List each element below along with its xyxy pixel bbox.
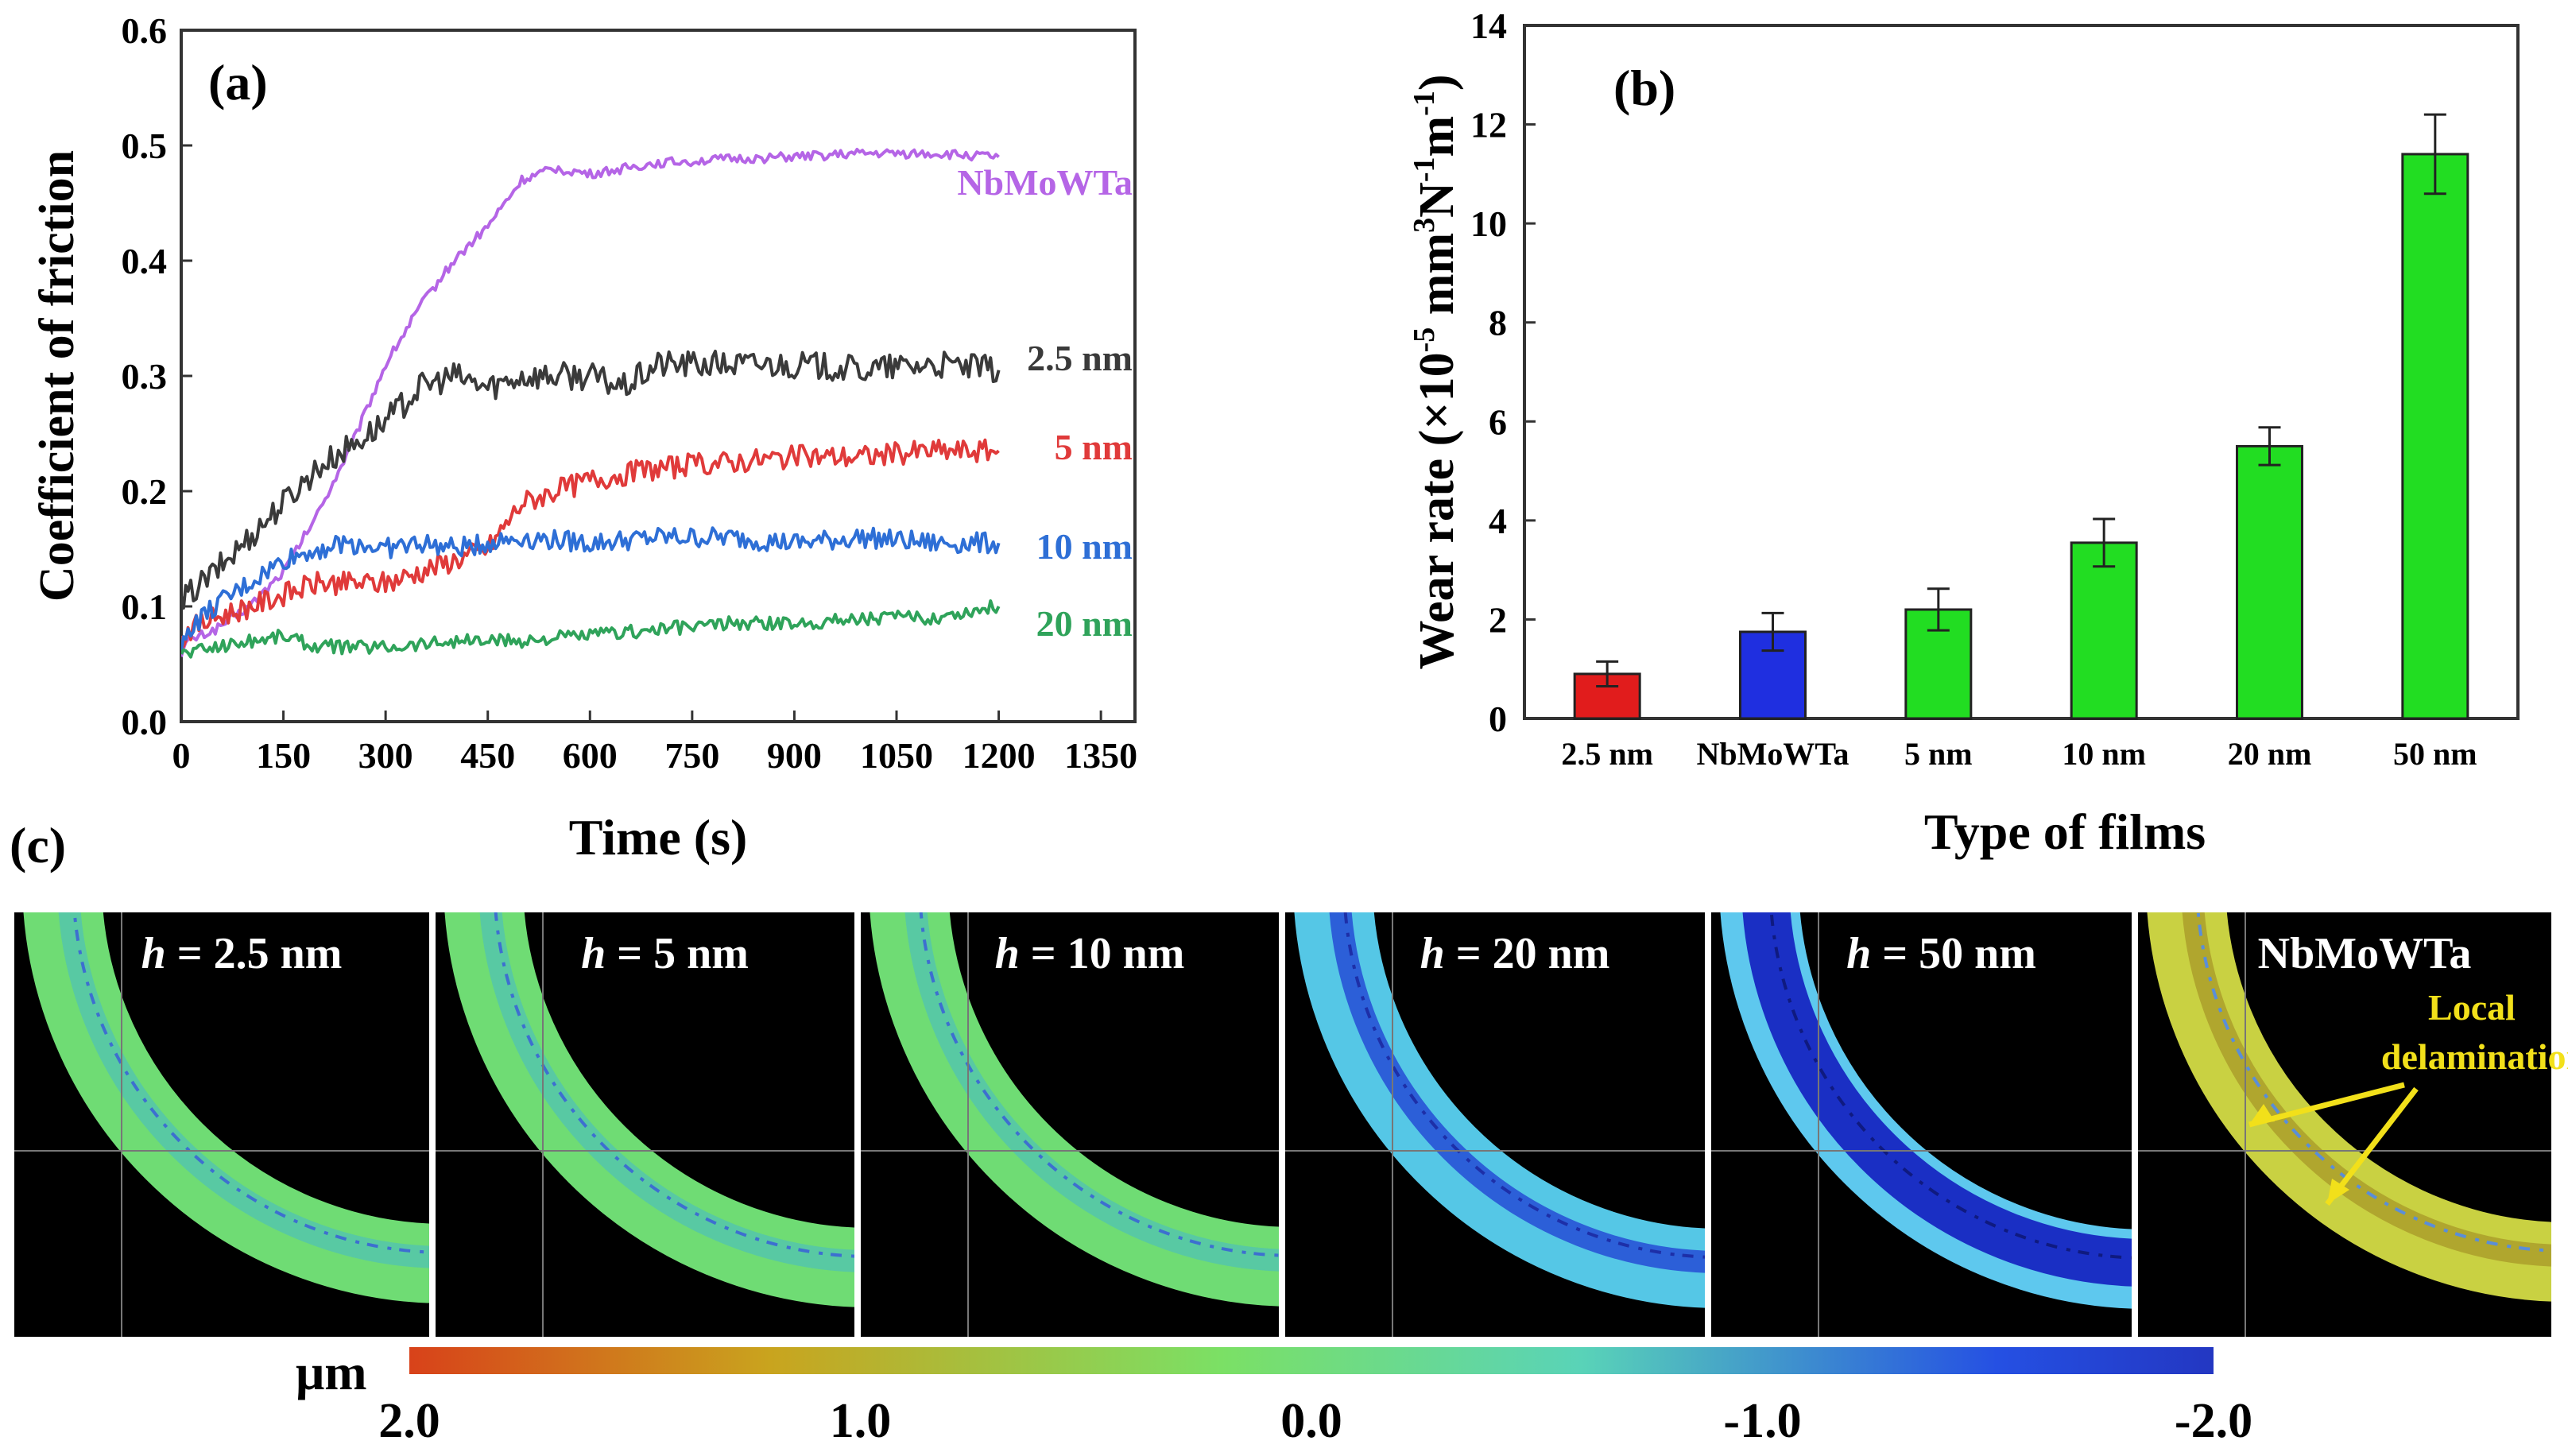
profile-tile-2: h = 5 nm [436, 912, 854, 1337]
panel-b-y-tick-label: 6 [1489, 401, 1507, 442]
annotation-line-1: Local [2428, 987, 2516, 1028]
panel-a-x-tick-label: 0 [172, 735, 191, 776]
panel-a-y-tick-label: 0.3 [122, 356, 168, 397]
panel-c-profile-maps: (c) h = 2.5 nm h = 5 nm h = 10 nm h = 20 nm… [10, 817, 2568, 1448]
profile-tile-1: h = 2.5 nm [14, 912, 429, 1337]
series-label-20-nm: 20 nm [1036, 603, 1133, 644]
colorbar-tick-label: 2.0 [378, 1394, 440, 1448]
tile-label: h = 2.5 nm [141, 929, 343, 978]
bar-50-nm [2401, 153, 2469, 720]
panel-a-x-axis-label: Time (s) [569, 809, 748, 865]
profile-tile-5: h = 50 nm [1711, 912, 2132, 1337]
panel-a-x-tick-label: 1050 [860, 735, 933, 776]
panel-b-x-tick-label: 5 nm [1904, 736, 1973, 772]
panel-b-y-tick-label: 10 [1470, 203, 1507, 244]
series-line-10-nm [181, 526, 1001, 652]
series-label-2-5-nm: 2.5 nm [1027, 338, 1133, 378]
tile-label: h = 10 nm [995, 929, 1185, 978]
panel-a-x-tick-label: 750 [664, 735, 719, 776]
arrow-2-head [2327, 1179, 2349, 1204]
series-line-nbmowta [181, 148, 1000, 657]
panel-b-y-tick-label: 0 [1489, 699, 1507, 739]
colorbar-gradient [409, 1347, 2214, 1374]
panel-b-x-tick-label: 2.5 nm [1561, 736, 1653, 772]
panel-a-x-tick-label: 450 [460, 735, 515, 776]
panel-b-x-tick-label: 10 nm [2062, 736, 2146, 772]
panel-b-y-tick-label: 4 [1489, 501, 1507, 541]
colorbar: μm 2.0 1.0 0.0 -1.0 -2.0 [296, 1344, 2252, 1448]
panel-b-y-tick-label: 8 [1489, 303, 1507, 343]
bar-20-nm [2236, 444, 2303, 720]
panel-a-y-axis-label: Coefficient of friction [30, 150, 84, 602]
colorbar-tick-label: 0.0 [1280, 1394, 1342, 1448]
panel-a-x-tick-label: 1200 [963, 735, 1036, 776]
series-line-5-nm [181, 438, 1000, 649]
series-line-20-nm [181, 599, 1001, 659]
panel-a-y-tick-label: 0.2 [122, 471, 168, 512]
panel-b-x-tick-label: 20 nm [2228, 736, 2312, 772]
colorbar-tick-label: -1.0 [1723, 1394, 1801, 1448]
bar-10-nm [2070, 541, 2138, 720]
arrow-2 [2325, 1086, 2419, 1206]
panel-a-y-tick-label: 0.6 [122, 10, 168, 51]
tile-label: h = 5 nm [581, 929, 749, 978]
panel-b-x-tick-label: NbMoWTa [1697, 736, 1850, 772]
colorbar-unit: μm [296, 1344, 367, 1400]
colorbar-tick-label: 1.0 [830, 1394, 892, 1448]
panel-a-label: (a) [208, 54, 268, 110]
profile-tile-6: NbMoWTa [2138, 912, 2551, 1337]
panel-b-x-axis-label: Type of films [1924, 804, 2206, 860]
arrow-1 [2248, 1082, 2405, 1128]
tile-label: NbMoWTa [2258, 929, 2472, 978]
panel-b-y-tick-label: 14 [1470, 6, 1507, 46]
panel-a-y-tick-label: 0.5 [122, 126, 168, 166]
panel-c-label: (c) [10, 817, 66, 873]
panel-a-y-tick-label: 0.1 [122, 587, 168, 627]
panel-b-y-tick-label: 12 [1470, 105, 1507, 145]
panel-a-x-tick-label: 150 [256, 735, 311, 776]
panel-a-x-tick-label: 600 [563, 735, 618, 776]
tile-label: h = 20 nm [1420, 929, 1610, 978]
tile-label: h = 50 nm [1846, 929, 2036, 978]
series-line-2-5-nm [181, 350, 1001, 610]
panel-b-plot-frame [1523, 24, 2520, 720]
profile-tile-3: h = 10 nm [861, 912, 1279, 1337]
panel-a-line-chart: (a) Time (s) Coefficient of friction 0 15… [30, 10, 1137, 865]
annotation-line-2: delamination [2381, 1036, 2568, 1077]
panel-a-x-tick-label: 300 [358, 735, 413, 776]
panel-a-x-tick-label: 900 [767, 735, 822, 776]
series-label-nbmowta: NbMoWTa [957, 162, 1133, 203]
panel-b-label: (b) [1613, 60, 1675, 116]
colorbar-tick-label: -2.0 [2175, 1394, 2252, 1448]
panel-a-y-tick-label: 0.0 [122, 702, 168, 742]
profile-tile-4: h = 20 nm [1285, 912, 1705, 1337]
panel-b-y-tick-label: 2 [1489, 599, 1507, 640]
series-label-5-nm: 5 nm [1055, 427, 1133, 467]
arrow-1-head [2249, 1104, 2275, 1125]
panel-b-y-axis-label: Wear rate (×10-5 mm3N-1m-1) [1408, 74, 1464, 669]
delamination-annotation: Local delamination [2248, 987, 2568, 1206]
panel-a-x-tick-label: 1350 [1064, 735, 1137, 776]
series-label-10-nm: 10 nm [1036, 526, 1133, 567]
panel-a-y-tick-label: 0.4 [122, 241, 168, 281]
panel-b-x-tick-label: 50 nm [2393, 736, 2477, 772]
panel-b-bar-chart: (b) Type of films Wear rate (×10-5 mm3N-… [1408, 6, 2520, 860]
